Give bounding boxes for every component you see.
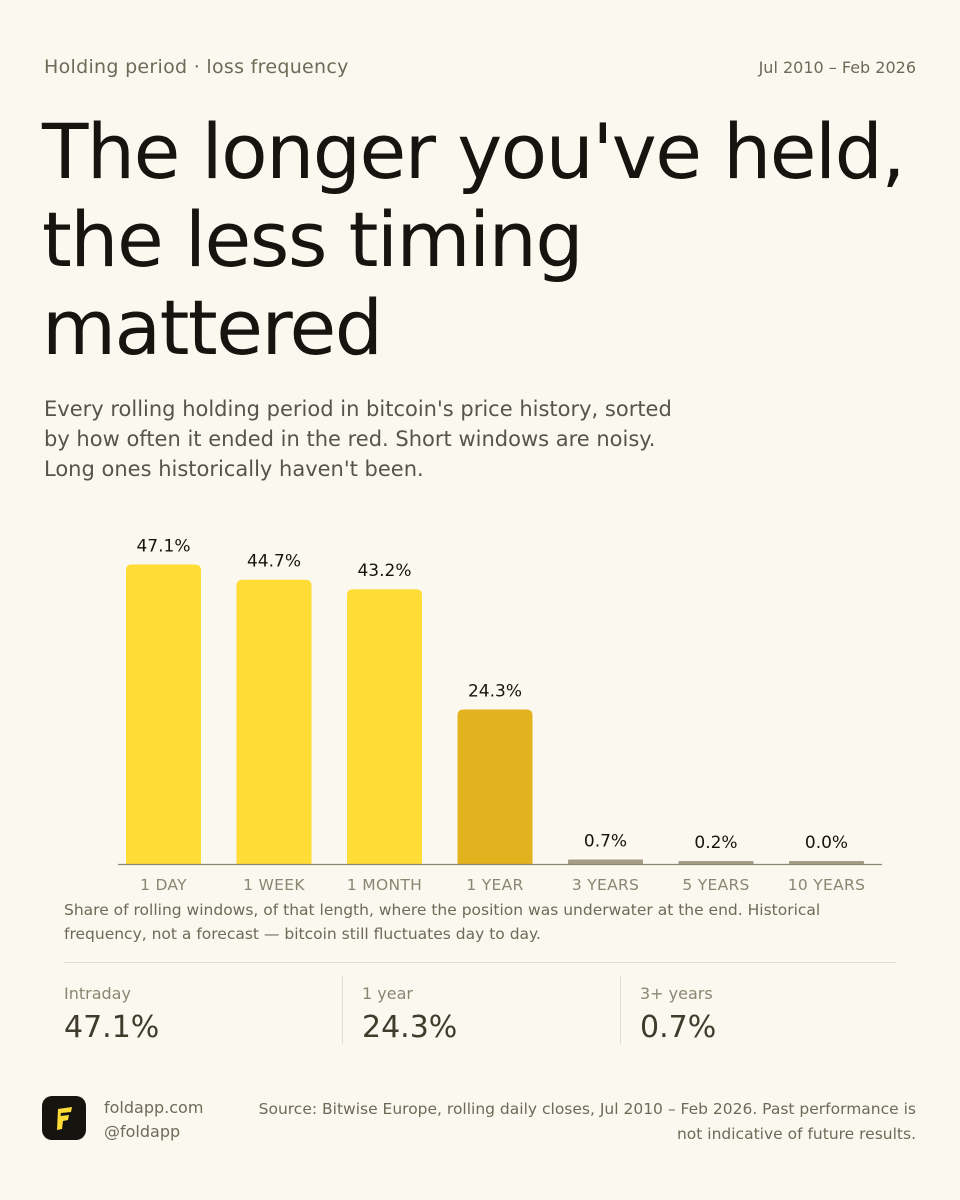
stat-intraday: Intraday 47.1%: [64, 976, 324, 1045]
fold-logo-icon: [42, 1096, 86, 1140]
value-label-1-day: 47.1%: [136, 536, 190, 556]
headline: The longer you've held, the less timing …: [42, 107, 906, 372]
stat-value: 0.7%: [640, 1010, 717, 1045]
date-range: Jul 2010 – Feb 2026: [758, 58, 916, 77]
stat-label: Intraday: [64, 984, 131, 1003]
bar-10-years: [789, 861, 864, 864]
stat-label: 3+ years: [640, 984, 713, 1003]
kicker: Holding period · loss frequency: [44, 56, 349, 78]
brand-handle-link[interactable]: @foldapp: [104, 1122, 181, 1141]
stat-value: 24.3%: [362, 1010, 458, 1045]
tick-label-1-week: 1 WEEK: [243, 876, 305, 894]
chart-caption: Share of rolling windows, of that length…: [64, 901, 821, 943]
divider: [64, 962, 896, 963]
tick-label-1-year: 1 YEAR: [466, 876, 523, 894]
lightning-icon: [57, 1107, 72, 1130]
value-label-5-years: 0.2%: [694, 833, 737, 853]
bar-3-years: [568, 859, 643, 864]
stat-3-plus-years: 3+ years 0.7%: [620, 976, 896, 1045]
tick-label-1-month: 1 MONTH: [347, 876, 422, 894]
stat-separator: [620, 976, 621, 1044]
value-label-1-year: 24.3%: [468, 681, 522, 701]
tick-label-1-day: 1 DAY: [140, 876, 187, 894]
bar-1-week: [236, 579, 312, 864]
brand-site-link[interactable]: foldapp.com: [104, 1098, 204, 1117]
stat-label: 1 year: [362, 984, 413, 1003]
tick-label-3-years: 3 YEARS: [572, 876, 639, 894]
loss-frequency-chart: 47.1% 1 DAY 44.7% 1 WEEK 43.2% 1 MONTH 24.3% 1 …: [118, 536, 882, 894]
value-label-1-month: 43.2%: [357, 561, 411, 581]
stats-row: Intraday 47.1% 1 year 24.3% 3+ years 0.7…: [64, 976, 896, 1045]
stat-value: 47.1%: [64, 1010, 160, 1045]
value-label-1-week: 44.7%: [247, 552, 301, 572]
value-label-3-years: 0.7%: [584, 832, 627, 852]
bar-1-month: [347, 589, 422, 864]
subtitle: Every rolling holding period in bitcoin'…: [44, 397, 672, 481]
tick-label-10-years: 10 YEARS: [788, 876, 866, 894]
value-label-10-years: 0.0%: [805, 833, 848, 853]
bar-5-years: [678, 861, 754, 864]
source-note: Source: Bitwise Europe, rolling daily cl…: [258, 1100, 916, 1143]
stat-separator: [342, 976, 343, 1044]
top-bar: Holding period · loss frequency Jul 2010…: [44, 56, 916, 82]
bar-1-year: [457, 709, 533, 864]
bar-1-day: [126, 564, 201, 864]
stat-1-year: 1 year 24.3%: [342, 976, 622, 1045]
tick-label-5-years: 5 YEARS: [682, 876, 749, 894]
